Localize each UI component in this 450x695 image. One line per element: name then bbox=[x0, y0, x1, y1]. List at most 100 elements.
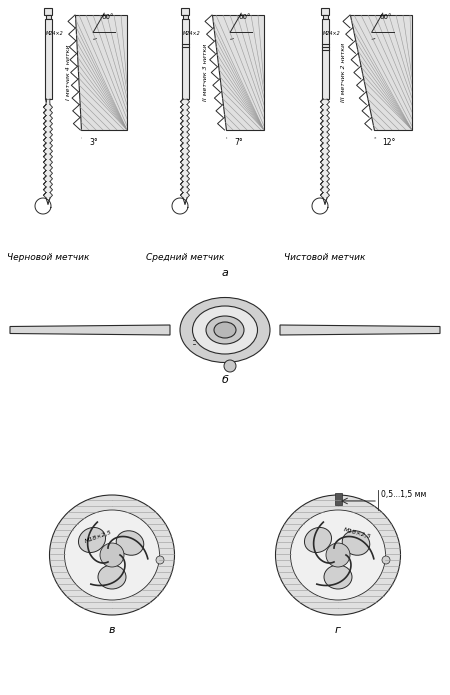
Ellipse shape bbox=[206, 316, 244, 344]
Polygon shape bbox=[180, 143, 189, 149]
Polygon shape bbox=[320, 115, 329, 121]
Polygon shape bbox=[180, 149, 189, 154]
Bar bbox=[44, 8, 52, 15]
Polygon shape bbox=[320, 104, 329, 110]
Text: M24×2: M24×2 bbox=[323, 31, 340, 36]
Polygon shape bbox=[44, 110, 53, 115]
Polygon shape bbox=[180, 176, 189, 181]
Polygon shape bbox=[180, 104, 189, 110]
Polygon shape bbox=[320, 110, 329, 115]
Polygon shape bbox=[44, 121, 53, 126]
Bar bbox=[181, 19, 189, 99]
Polygon shape bbox=[180, 126, 189, 132]
Polygon shape bbox=[46, 99, 50, 104]
Text: 60°: 60° bbox=[101, 15, 114, 20]
Text: I метчик 4 нитки: I метчик 4 нитки bbox=[66, 44, 71, 100]
Polygon shape bbox=[320, 181, 329, 187]
Ellipse shape bbox=[78, 528, 106, 553]
Polygon shape bbox=[350, 15, 412, 130]
Ellipse shape bbox=[180, 297, 270, 363]
Text: Черновой метчик: Черновой метчик bbox=[7, 253, 89, 262]
Bar bbox=[181, 8, 189, 15]
Polygon shape bbox=[180, 170, 189, 176]
Polygon shape bbox=[44, 143, 53, 149]
Polygon shape bbox=[320, 126, 329, 132]
Bar bbox=[321, 19, 328, 99]
Ellipse shape bbox=[275, 495, 400, 615]
Text: 7°: 7° bbox=[234, 138, 243, 147]
Text: г: г bbox=[335, 625, 341, 635]
Ellipse shape bbox=[193, 306, 257, 354]
Polygon shape bbox=[280, 325, 440, 335]
Polygon shape bbox=[44, 165, 53, 170]
Polygon shape bbox=[44, 126, 53, 132]
Text: 12°: 12° bbox=[382, 138, 396, 147]
Text: M18×2,5: M18×2,5 bbox=[84, 530, 112, 544]
Bar bbox=[323, 15, 328, 19]
Polygon shape bbox=[10, 325, 170, 335]
Ellipse shape bbox=[116, 531, 144, 555]
Polygon shape bbox=[320, 187, 329, 193]
Polygon shape bbox=[180, 99, 189, 104]
Polygon shape bbox=[44, 104, 53, 110]
Text: II метчик 3 нитки: II метчик 3 нитки bbox=[203, 44, 208, 101]
Polygon shape bbox=[320, 193, 329, 198]
Polygon shape bbox=[320, 121, 329, 126]
Polygon shape bbox=[44, 132, 53, 138]
Text: III метчик 2 нитки: III метчик 2 нитки bbox=[341, 43, 346, 102]
Polygon shape bbox=[44, 176, 53, 181]
Circle shape bbox=[100, 543, 124, 567]
Bar bbox=[183, 15, 188, 19]
Bar bbox=[321, 8, 329, 15]
Polygon shape bbox=[320, 138, 329, 143]
Ellipse shape bbox=[291, 510, 386, 600]
Polygon shape bbox=[180, 165, 189, 170]
Polygon shape bbox=[44, 181, 53, 187]
Text: 0,5...1,5 мм: 0,5...1,5 мм bbox=[381, 490, 427, 499]
Text: в: в bbox=[109, 625, 115, 635]
Polygon shape bbox=[44, 159, 53, 165]
Ellipse shape bbox=[98, 565, 126, 589]
Text: M18×2,5: M18×2,5 bbox=[343, 527, 372, 539]
Text: M24×2: M24×2 bbox=[183, 31, 200, 36]
Ellipse shape bbox=[214, 322, 236, 338]
Text: Чистовой метчик: Чистовой метчик bbox=[284, 253, 366, 262]
Circle shape bbox=[224, 360, 236, 372]
Polygon shape bbox=[320, 143, 329, 149]
Bar bbox=[45, 19, 51, 99]
Polygon shape bbox=[180, 132, 189, 138]
Polygon shape bbox=[180, 154, 189, 159]
Polygon shape bbox=[320, 159, 329, 165]
Text: 60°: 60° bbox=[380, 15, 392, 20]
Bar bbox=[45, 15, 50, 19]
Polygon shape bbox=[320, 176, 329, 181]
Polygon shape bbox=[320, 99, 329, 104]
Polygon shape bbox=[44, 193, 53, 198]
Polygon shape bbox=[212, 15, 264, 130]
Polygon shape bbox=[44, 187, 53, 193]
Polygon shape bbox=[44, 154, 53, 159]
Circle shape bbox=[326, 543, 350, 567]
Polygon shape bbox=[44, 115, 53, 121]
Polygon shape bbox=[180, 115, 189, 121]
Polygon shape bbox=[320, 132, 329, 138]
Polygon shape bbox=[320, 154, 329, 159]
Bar bbox=[334, 493, 342, 505]
Text: Средний метчик: Средний метчик bbox=[146, 253, 224, 262]
Ellipse shape bbox=[305, 528, 332, 553]
Ellipse shape bbox=[50, 495, 175, 615]
Circle shape bbox=[382, 556, 390, 564]
Polygon shape bbox=[180, 121, 189, 126]
Text: а: а bbox=[221, 268, 229, 278]
Ellipse shape bbox=[342, 531, 370, 555]
Text: 60°: 60° bbox=[238, 15, 251, 20]
Text: 3°: 3° bbox=[89, 138, 98, 147]
Polygon shape bbox=[180, 159, 189, 165]
Ellipse shape bbox=[324, 565, 352, 589]
Polygon shape bbox=[180, 138, 189, 143]
Polygon shape bbox=[180, 193, 189, 198]
Polygon shape bbox=[44, 149, 53, 154]
Polygon shape bbox=[180, 110, 189, 115]
Text: б: б bbox=[221, 375, 229, 385]
Ellipse shape bbox=[64, 510, 159, 600]
